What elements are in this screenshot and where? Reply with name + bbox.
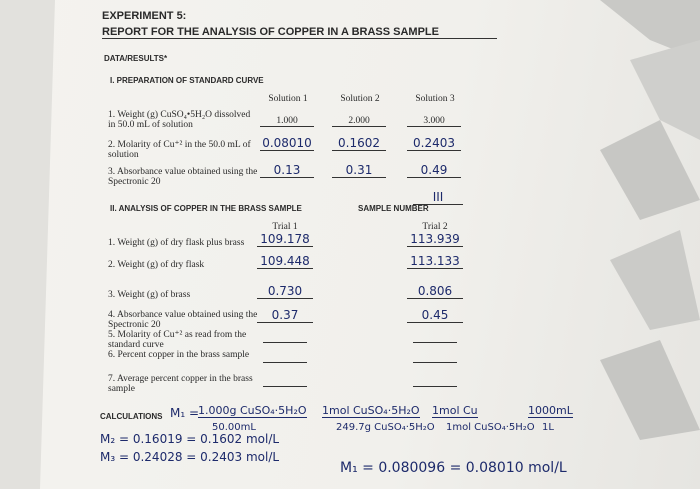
numerator: 1mol CuSO₄·5H₂O (322, 404, 420, 418)
blank-line (413, 362, 457, 363)
row-label: 1. Weight (g) CuSO₄•5H₂O dissolved in 50… (108, 110, 251, 130)
value: 113.133 (407, 254, 463, 269)
blank-line (413, 386, 457, 387)
value: 0.45 (407, 308, 463, 323)
denominator: 1L (542, 422, 554, 433)
row-label: 3. Absorbance value obtained using the S… (108, 167, 258, 187)
value: 0.2403 (407, 136, 461, 151)
column-header: Trial 2 (422, 222, 448, 232)
value: 0.1602 (332, 136, 386, 151)
value: 109.448 (257, 254, 313, 269)
numerator: 1.000g CuSO₄·5H₂O (198, 404, 307, 418)
calculations-label: CALCULATIONS (100, 412, 163, 421)
row-label: 2. Weight (g) of dry flask (108, 260, 205, 270)
blank-line (413, 342, 457, 343)
value: 0.13 (260, 163, 314, 178)
column-header: Trial 1 (272, 222, 298, 232)
value: 0.806 (407, 284, 463, 299)
row-label: 1. Weight (g) of dry flask plus brass (108, 238, 245, 248)
blank-line (263, 386, 307, 387)
title: EXPERIMENT 5: (102, 10, 187, 22)
calc-line: M₂ = 0.16019 = 0.1602 mol/L (100, 432, 280, 446)
value: 0.31 (332, 163, 386, 178)
numerator: 1mol Cu (432, 404, 478, 418)
column-header: Solution 2 (340, 94, 380, 104)
value: 0.08010 (260, 136, 314, 151)
column-header: Solution 1 (268, 94, 308, 104)
value: 3.000 (407, 116, 461, 127)
row-label: 4. Absorbance value obtained using the S… (108, 310, 258, 330)
value: 0.37 (257, 308, 313, 323)
row-label: 2. Molarity of Cu⁺² in the 50.0 mL of so… (108, 140, 251, 160)
value: 113.939 (407, 232, 463, 247)
value: 109.178 (257, 232, 313, 247)
value: 1.000 (260, 116, 314, 127)
value: 0.730 (257, 284, 313, 299)
row-label: 3. Weight (g) of brass (108, 290, 191, 300)
value: 0.49 (407, 163, 461, 178)
sample-label: SAMPLE NUMBER (358, 204, 429, 213)
denominator: 249.7g CuSO₄·5H₂O (336, 422, 435, 433)
value: 2.000 (332, 116, 386, 127)
blank-line (263, 342, 307, 343)
column-header: Solution 3 (415, 94, 455, 104)
calc-line: M₃ = 0.24028 = 0.2403 mol/L (100, 450, 280, 464)
subtitle: REPORT FOR THE ANALYSIS OF COPPER IN A B… (102, 26, 497, 39)
section-heading: DATA/RESULTS* (104, 54, 168, 63)
part-heading: II. ANALYSIS OF COPPER IN THE BRASS SAMP… (110, 204, 302, 213)
part-heading: I. PREPARATION OF STANDARD CURVE (110, 76, 264, 85)
row-label: 6. Percent copper in the brass sample (108, 350, 250, 360)
row-label: 7. Average percent copper in the brass s… (108, 374, 253, 394)
numerator: 1000mL (528, 404, 573, 418)
denominator: 50.00mL (212, 422, 256, 433)
calc-lead: M₁ = (170, 406, 200, 420)
calc-result: M₁ = 0.080096 = 0.08010 mol/L (340, 460, 567, 476)
sample-number: III (413, 190, 463, 205)
blank-line (263, 362, 307, 363)
denominator: 1mol CuSO₄·5H₂O (446, 422, 535, 433)
row-label: 5. Molarity of Cu⁺² as read from the sta… (108, 330, 247, 350)
